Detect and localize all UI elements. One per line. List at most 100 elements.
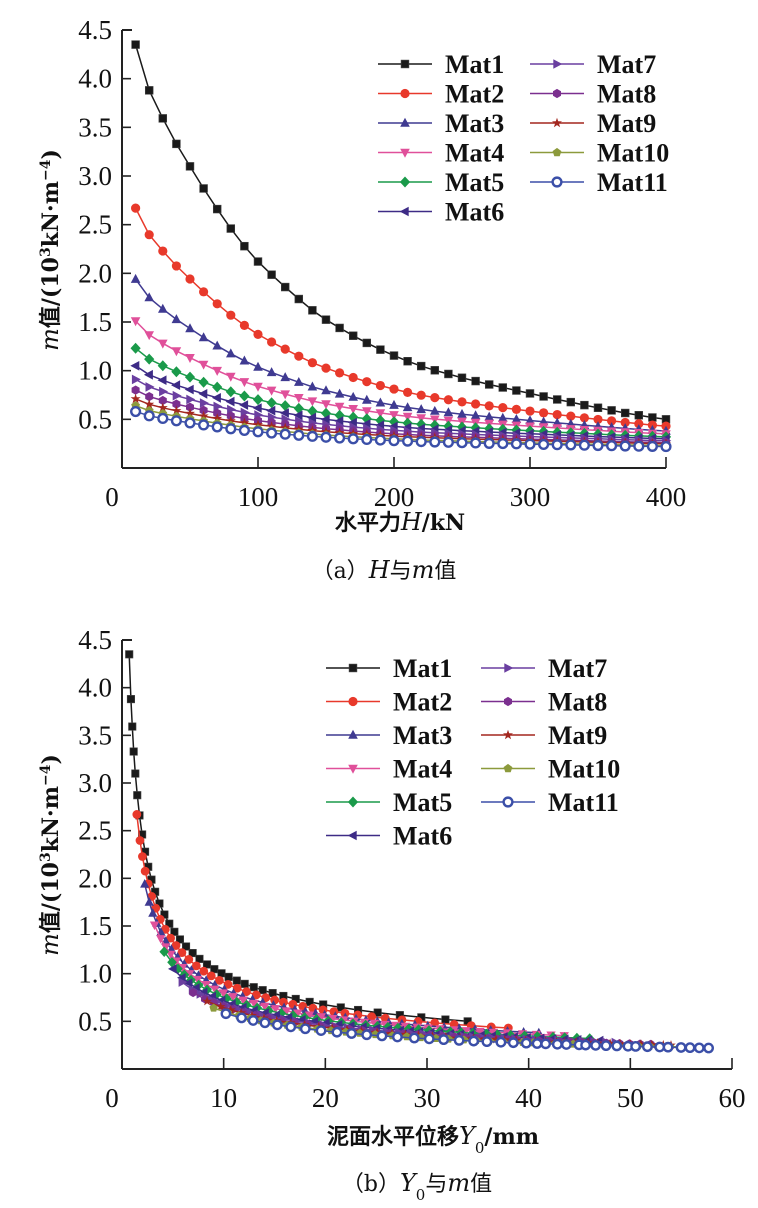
series-mat4 — [130, 317, 671, 440]
legend-marker — [348, 729, 358, 739]
data-point — [348, 405, 358, 414]
data-point — [158, 246, 168, 256]
data-point — [185, 162, 195, 171]
data-point — [293, 402, 304, 414]
legend-label: Mat10 — [548, 755, 620, 784]
data-point — [253, 329, 263, 339]
series-line — [136, 814, 509, 1029]
data-point — [185, 354, 195, 363]
data-point — [266, 405, 276, 416]
data-point — [226, 310, 236, 320]
data-point — [191, 961, 201, 971]
data-point — [177, 973, 186, 983]
data-point — [213, 401, 223, 412]
data-point — [320, 414, 330, 425]
data-point — [144, 331, 154, 341]
data-point — [158, 114, 168, 123]
data-point — [453, 1035, 465, 1046]
data-point — [171, 941, 181, 950]
data-point — [607, 406, 616, 415]
data-point — [471, 376, 480, 386]
data-point — [646, 440, 658, 452]
data-point — [347, 417, 357, 428]
data-point — [307, 358, 317, 368]
data-point — [253, 361, 263, 371]
data-point — [140, 866, 150, 876]
data-point — [375, 397, 386, 407]
data-point — [186, 394, 196, 405]
data-point — [171, 261, 181, 271]
data-point — [158, 339, 168, 349]
data-point — [131, 40, 140, 49]
series-mat4 — [149, 921, 569, 1041]
data-point — [334, 402, 345, 412]
data-point — [199, 184, 208, 193]
series-line — [134, 207, 667, 427]
data-point — [551, 1038, 563, 1050]
x-tick-label: 50 — [617, 1083, 644, 1113]
data-point — [294, 377, 304, 386]
data-point — [270, 1005, 281, 1014]
data-point — [128, 722, 137, 731]
data-point — [511, 414, 522, 423]
x-tick-label: 0 — [105, 482, 119, 512]
data-point — [212, 381, 223, 393]
figure-caption: （a）H与m值 — [312, 556, 457, 584]
x-tick-label: 100 — [238, 482, 279, 512]
data-point — [212, 340, 222, 350]
data-point — [218, 989, 229, 998]
data-point — [430, 366, 440, 375]
data-point — [416, 361, 426, 371]
data-point — [280, 390, 290, 400]
legend-marker — [347, 796, 359, 808]
data-point — [201, 981, 211, 990]
data-point — [684, 1042, 696, 1054]
data-point — [403, 357, 412, 366]
data-point — [170, 415, 182, 427]
data-point — [178, 977, 188, 987]
series-line — [172, 968, 600, 1042]
data-point — [362, 394, 372, 404]
series-line — [135, 398, 667, 445]
data-point — [158, 303, 168, 313]
data-point — [195, 954, 204, 963]
data-point — [539, 408, 549, 418]
data-point — [630, 1041, 642, 1052]
data-point — [157, 412, 169, 425]
data-point — [306, 430, 318, 442]
data-point — [171, 347, 182, 357]
data-point — [334, 416, 344, 426]
data-point — [266, 386, 277, 396]
y-tick-label: 3.5 — [78, 720, 112, 750]
data-point — [348, 331, 358, 340]
legend-marker — [503, 729, 513, 740]
data-point — [525, 415, 535, 425]
data-point — [429, 436, 441, 448]
data-point — [238, 424, 250, 436]
legend-marker — [552, 147, 562, 157]
data-point — [198, 389, 208, 399]
data-point — [538, 438, 550, 451]
data-point — [498, 383, 508, 392]
legend-marker — [502, 796, 514, 808]
data-point — [198, 376, 209, 388]
data-point — [430, 405, 440, 415]
y-tick-label: 3.5 — [78, 112, 112, 142]
data-point — [375, 409, 386, 419]
x-tick-label: 200 — [374, 482, 415, 512]
data-point — [498, 412, 508, 422]
data-point — [226, 372, 236, 382]
legend-marker — [347, 830, 357, 841]
data-point — [131, 385, 140, 395]
legend-label: Mat5 — [445, 168, 504, 197]
data-point — [511, 404, 521, 415]
data-point — [279, 428, 291, 440]
data-point — [247, 1010, 257, 1020]
data-point — [212, 366, 222, 376]
legend-item-mat6: Mat6 — [378, 198, 504, 227]
data-point — [157, 402, 168, 412]
legend-item-mat5: Mat5 — [378, 168, 504, 197]
legend-item-mat5: Mat5 — [326, 788, 452, 817]
data-point — [184, 417, 196, 429]
